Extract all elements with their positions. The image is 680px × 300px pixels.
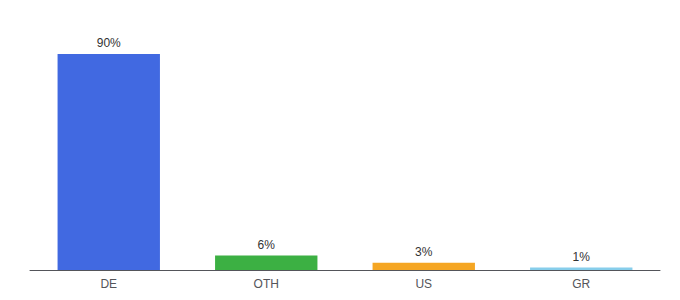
svg-text:3%: 3% — [415, 245, 433, 259]
svg-text:DE: DE — [100, 277, 117, 291]
svg-text:6%: 6% — [258, 238, 276, 252]
svg-text:OTH: OTH — [254, 277, 279, 291]
svg-text:US: US — [415, 277, 432, 291]
svg-text:90%: 90% — [97, 36, 121, 50]
svg-text:GR: GR — [572, 277, 590, 291]
svg-text:1%: 1% — [573, 250, 591, 264]
